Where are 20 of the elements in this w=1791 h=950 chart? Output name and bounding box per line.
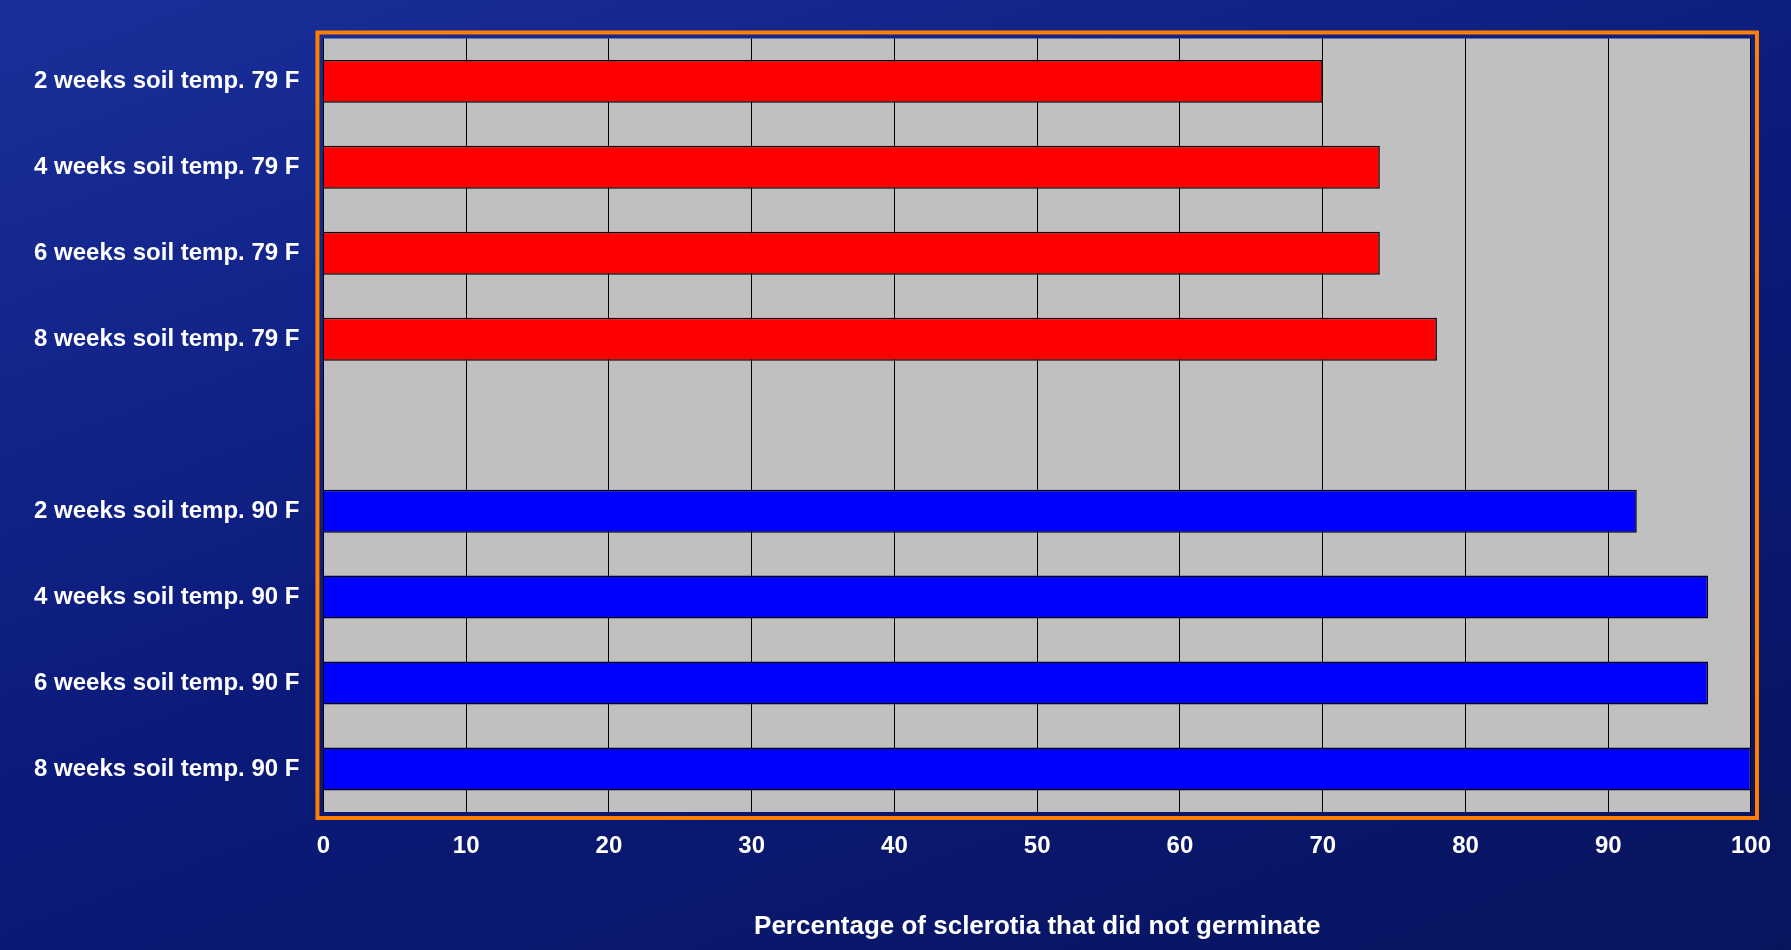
y-tick-label: 8 weeks soil temp. 79 F [34, 323, 300, 351]
y-tick-label: 6 weeks soil temp. 90 F [34, 667, 300, 695]
y-tick-label: 2 weeks soil temp. 90 F [34, 495, 300, 523]
x-tick-label: 70 [1309, 831, 1337, 859]
x-tick-label: 60 [1166, 831, 1194, 859]
y-tick-label: 6 weeks soil temp. 79 F [34, 237, 300, 265]
x-tick-label: 100 [1730, 831, 1771, 859]
y-tick-label: 4 weeks soil temp. 79 F [34, 151, 300, 179]
x-tick-label: 90 [1594, 831, 1622, 859]
x-axis-title: Percentage of sclerotia that did not germinate [754, 909, 1321, 940]
x-tick-label: 20 [595, 831, 623, 859]
x-tick-label: 10 [452, 831, 480, 859]
y-tick-label: 2 weeks soil temp. 79 F [34, 66, 300, 93]
x-tick-label: 0 [316, 831, 331, 859]
y-tick-label: 8 weeks soil temp. 90 F [34, 753, 300, 781]
x-tick-label: 80 [1452, 831, 1479, 859]
x-tick-label: 50 [1023, 831, 1051, 859]
x-tick-label: 40 [881, 831, 908, 859]
y-tick-label: 4 weeks soil temp. 90 F [34, 581, 300, 609]
x-tick-label: 30 [738, 831, 766, 859]
